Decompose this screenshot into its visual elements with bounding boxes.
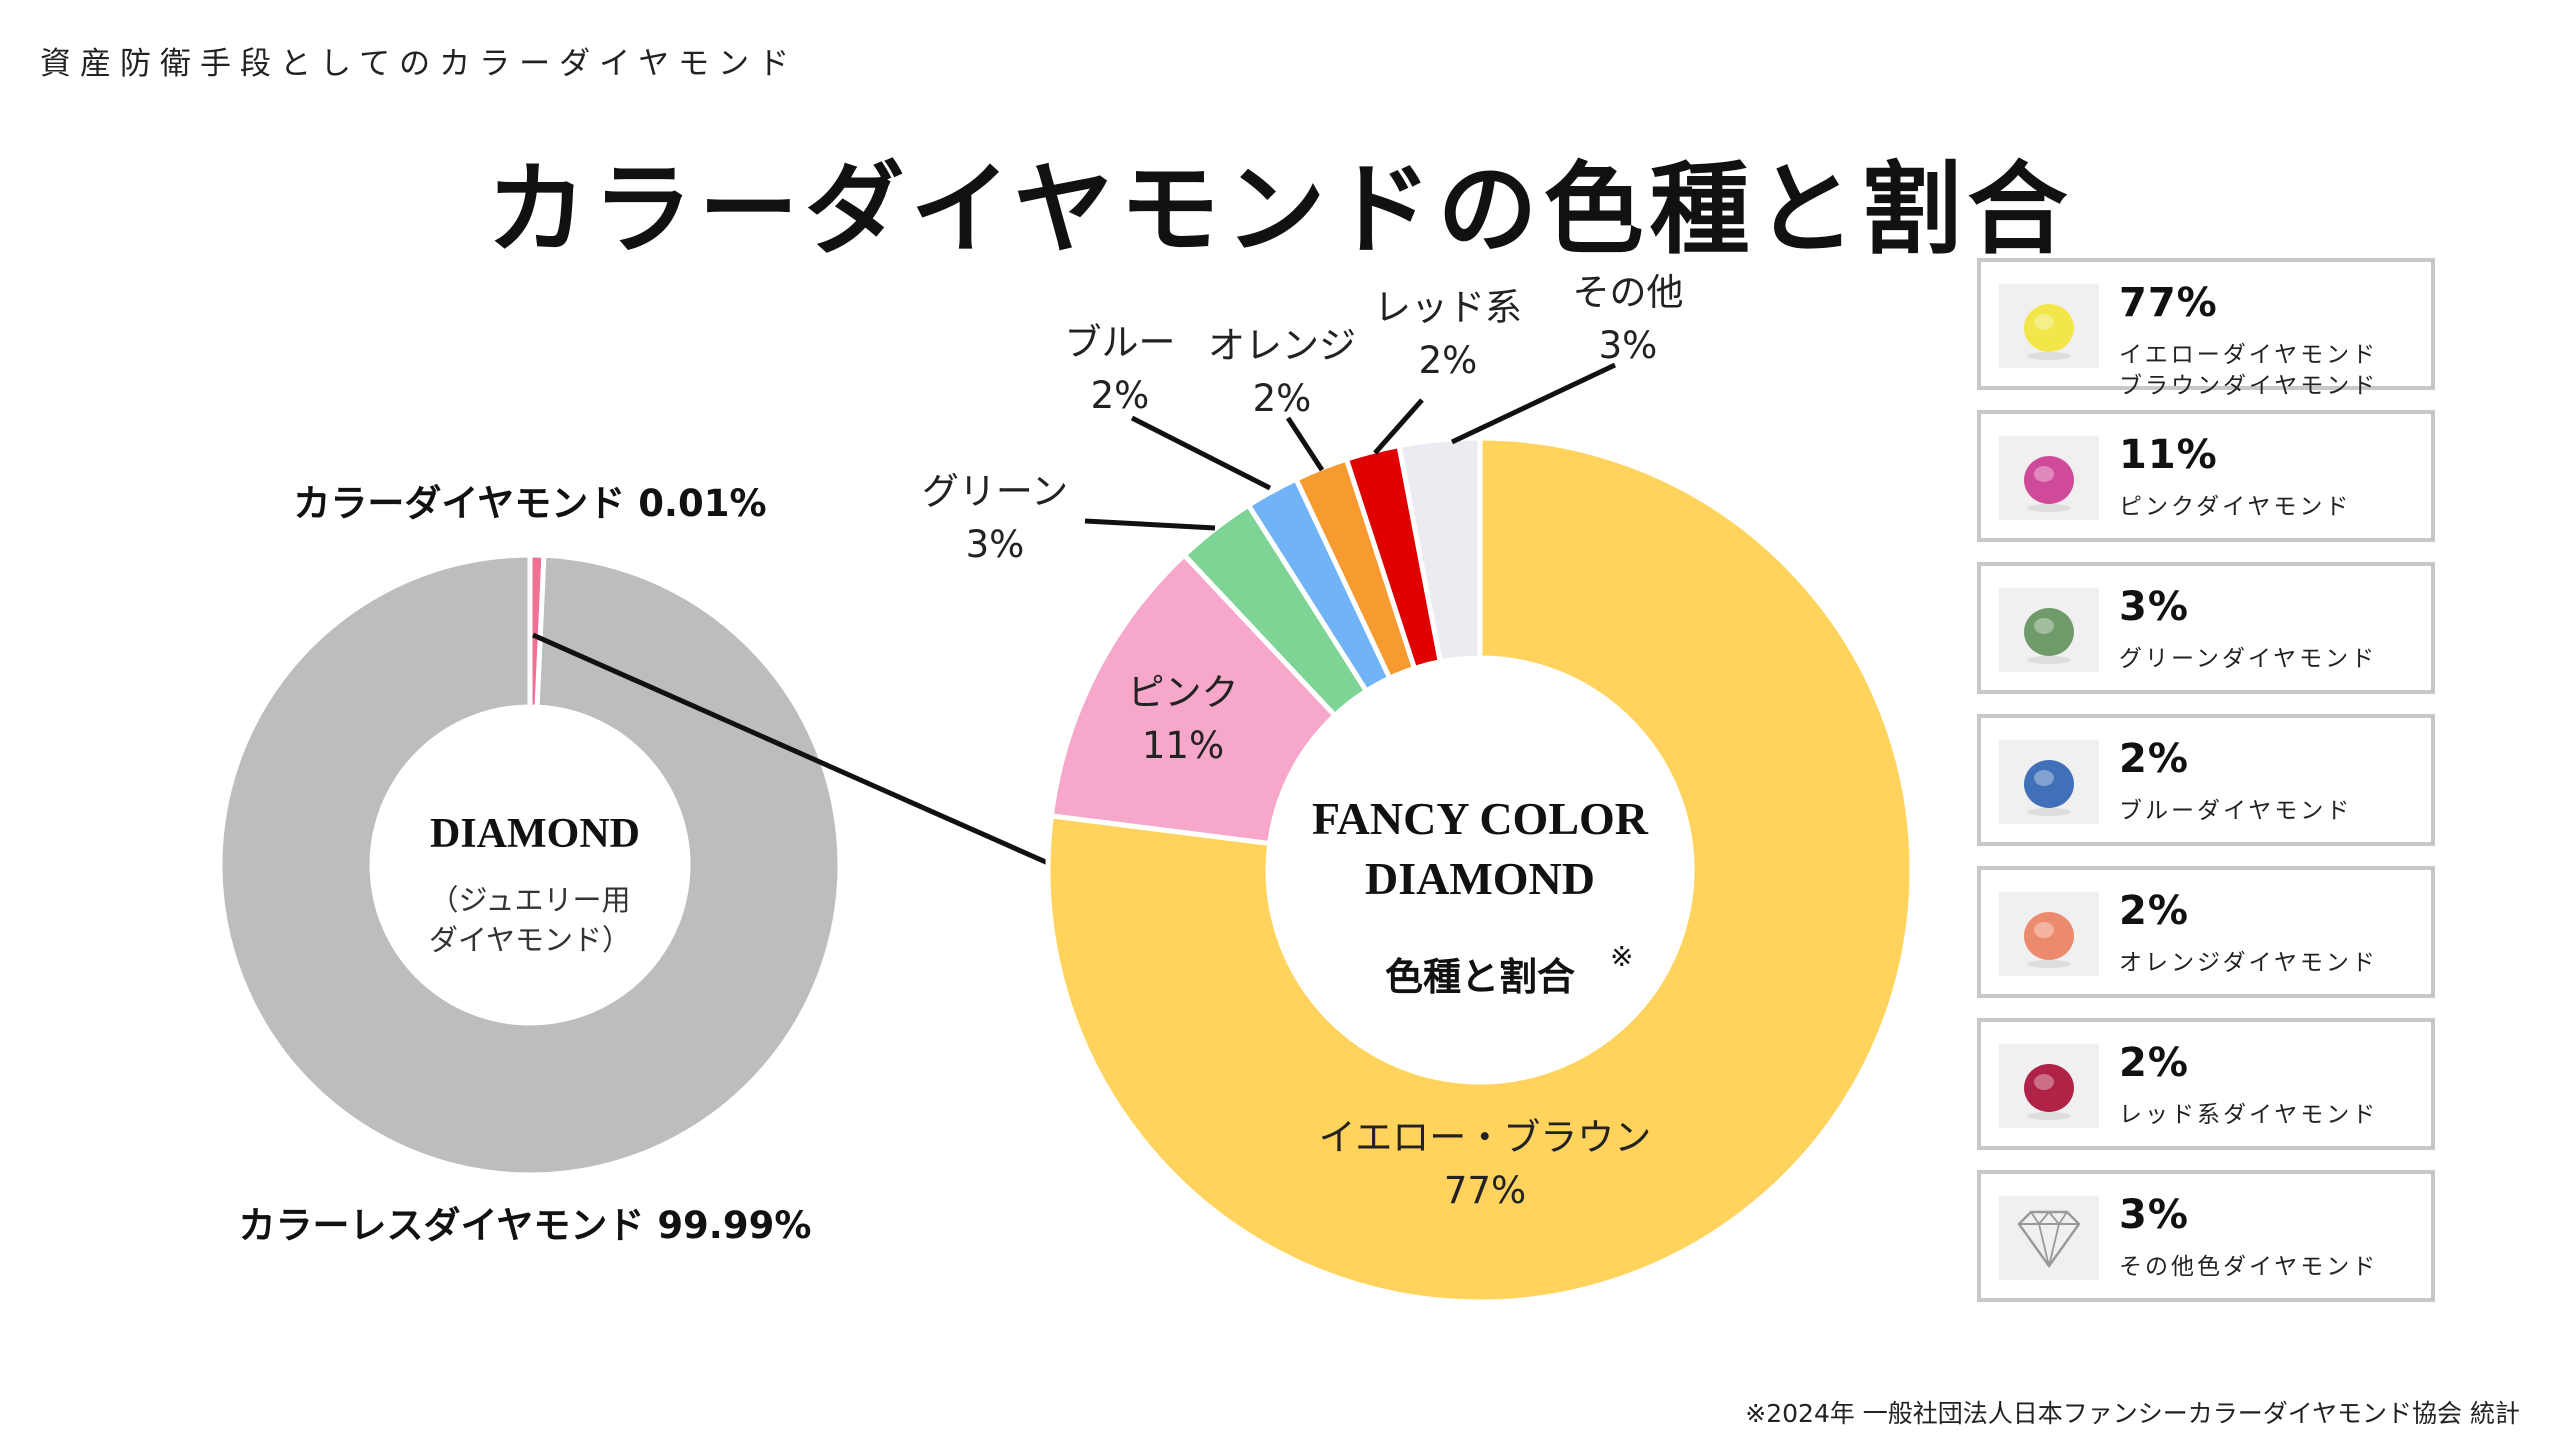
- right-center-subtitle: 色種と割合: [1385, 954, 1575, 999]
- legend-pct: 77%: [2119, 280, 2218, 326]
- orange-diamond-photo: [1999, 892, 2099, 976]
- slice-label-red: レッド系: [1374, 286, 1522, 329]
- footnote: ※2024年 一般社団法人日本ファンシーカラーダイヤモンド協会 統計: [1745, 1399, 2520, 1428]
- leader-line-4: [1450, 362, 1617, 445]
- slice-pct-green: 3%: [966, 523, 1025, 566]
- legend-card: 2% レッド系ダイヤモンド: [1977, 1018, 2435, 1150]
- right-center-title-line1: FANCY COLOR: [1312, 793, 1649, 844]
- legend-card: 11% ピンクダイヤモンド: [1977, 410, 2435, 542]
- legend-pct: 11%: [2119, 432, 2218, 478]
- slice-label-orange: オレンジ: [1208, 324, 1356, 367]
- slice-pct-blue: 2%: [1091, 374, 1150, 417]
- legend-card: 77% イエローダイヤモンド ブラウンダイヤモンド: [1977, 258, 2435, 399]
- page-kicker: 資産防衛手段としてのカラーダイヤモンド: [40, 46, 799, 82]
- slice-pct-red: 2%: [1419, 339, 1478, 382]
- slice-label-yellow-brown: イエロー・ブラウン: [1319, 1116, 1652, 1159]
- left-center-subtitle: （ジュエリー用ダイヤモンド）: [429, 883, 631, 957]
- slice-label-color-diamond: カラーダイヤモンド 0.01%: [293, 482, 766, 525]
- legend-label: ブルーダイヤモンド: [2119, 798, 2353, 824]
- legend-label: イエローダイヤモンド ブラウンダイヤモンド: [2119, 342, 2379, 399]
- right-center-title-line2: DIAMOND: [1365, 853, 1595, 904]
- leader-line-2: [1285, 416, 1325, 472]
- leader-line-1: [1130, 415, 1272, 491]
- slice-label-other: その他: [1573, 271, 1684, 314]
- legend-pct: 2%: [2119, 736, 2189, 782]
- legend-pct: 3%: [2119, 1192, 2189, 1238]
- blue-diamond-photo: [1999, 740, 2099, 824]
- fancy-color-donut-chart: [1045, 435, 1915, 1305]
- fancy-slice-1: [1048, 551, 1339, 847]
- slice-pct-yellow-brown: 77%: [1444, 1169, 1526, 1212]
- slice-pct-pink: 11%: [1142, 724, 1224, 767]
- fancy-slice-6: [1396, 435, 1483, 665]
- leader-line-3: [1373, 398, 1424, 455]
- leader-line-0: [1084, 518, 1216, 531]
- diamond-outline-icon: [1999, 1196, 2099, 1280]
- slice-pct-other: 3%: [1599, 324, 1658, 367]
- right-center-mark: ※: [1610, 940, 1633, 973]
- legend-card: 3% その他色ダイヤモンド: [1977, 1170, 2435, 1302]
- legend-pct: 2%: [2119, 888, 2189, 934]
- page-title: カラーダイヤモンドの色種と割合: [486, 150, 2074, 268]
- legend-card: 2% オレンジダイヤモンド: [1977, 866, 2435, 998]
- green-diamond-photo: [1999, 588, 2099, 672]
- leader-lines: [1084, 362, 1617, 531]
- left-center-title: DIAMOND: [430, 811, 640, 857]
- slice-pct-orange: 2%: [1253, 377, 1312, 420]
- legend-card: 2% ブルーダイヤモンド: [1977, 714, 2435, 846]
- legend-pct: 3%: [2119, 584, 2189, 630]
- slice-label-blue: ブルー: [1065, 321, 1176, 364]
- diamond-slice-1: [217, 552, 843, 1178]
- diamond-donut-chart: [217, 552, 843, 1178]
- legend-label: レッド系ダイヤモンド: [2119, 1102, 2379, 1128]
- pink-diamond-photo: [1999, 436, 2099, 520]
- legend-card: 3% グリーンダイヤモンド: [1977, 562, 2435, 694]
- legend-label: オレンジダイヤモンド: [2119, 950, 2378, 976]
- fancy-slice-0: [1045, 435, 1915, 1305]
- slice-label-colorless-diamond: カラーレスダイヤモンド 99.99%: [239, 1204, 812, 1247]
- slice-label-green: グリーン: [922, 470, 1068, 513]
- slice-label-pink: ピンク: [1128, 671, 1239, 714]
- legend-label: ピンクダイヤモンド: [2119, 494, 2352, 520]
- legend-label: グリーンダイヤモンド: [2119, 646, 2378, 672]
- yellow-diamond-photo: [1999, 284, 2099, 368]
- connector-line: [531, 632, 1050, 866]
- red-diamond-photo: [1999, 1044, 2099, 1128]
- legend-label: その他色ダイヤモンド: [2119, 1254, 2379, 1280]
- legend-pct: 2%: [2119, 1040, 2189, 1086]
